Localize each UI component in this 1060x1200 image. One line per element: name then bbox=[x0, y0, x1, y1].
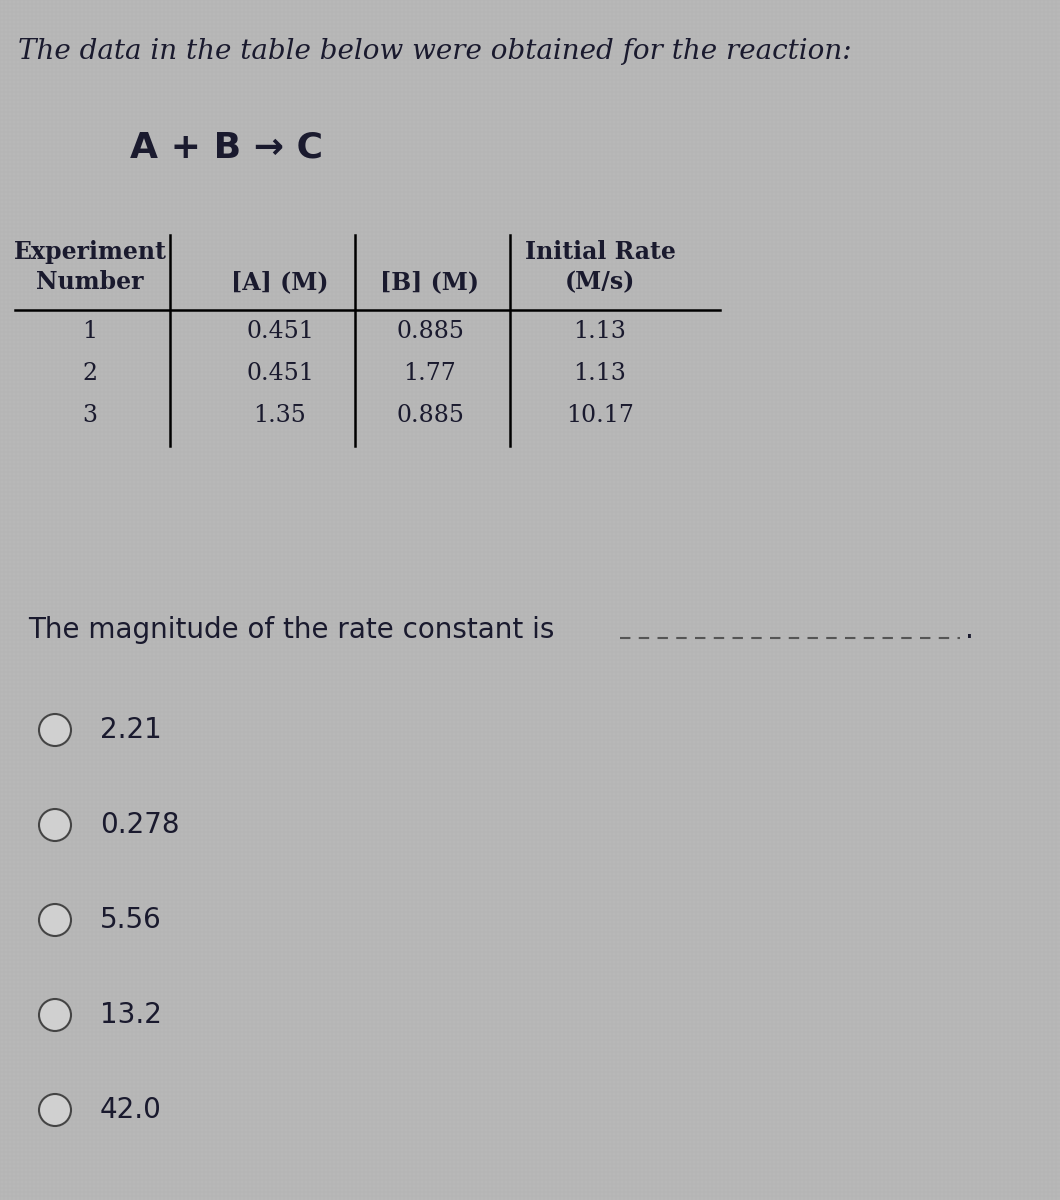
Text: .: . bbox=[965, 616, 974, 644]
Text: Initial Rate: Initial Rate bbox=[525, 240, 675, 264]
Circle shape bbox=[39, 904, 71, 936]
Text: 1.13: 1.13 bbox=[573, 361, 626, 384]
Text: 2.21: 2.21 bbox=[100, 716, 162, 744]
Text: 1: 1 bbox=[83, 319, 98, 342]
Text: The magnitude of the rate constant is: The magnitude of the rate constant is bbox=[28, 616, 554, 644]
Text: 5.56: 5.56 bbox=[100, 906, 162, 934]
Text: 2: 2 bbox=[83, 361, 98, 384]
Text: 0.451: 0.451 bbox=[246, 361, 314, 384]
Circle shape bbox=[39, 1094, 71, 1126]
Text: [B] (M): [B] (M) bbox=[381, 270, 479, 294]
Text: 3: 3 bbox=[83, 403, 98, 426]
Text: 42.0: 42.0 bbox=[100, 1096, 162, 1124]
Text: 10.17: 10.17 bbox=[566, 403, 634, 426]
Circle shape bbox=[39, 714, 71, 746]
Text: 1.77: 1.77 bbox=[404, 361, 457, 384]
Text: Number: Number bbox=[36, 270, 144, 294]
Circle shape bbox=[39, 998, 71, 1031]
Text: 0.885: 0.885 bbox=[396, 403, 464, 426]
Text: A + B → C: A + B → C bbox=[130, 130, 323, 164]
Text: 1.13: 1.13 bbox=[573, 319, 626, 342]
Text: 13.2: 13.2 bbox=[100, 1001, 162, 1028]
Text: [A] (M): [A] (M) bbox=[231, 270, 329, 294]
Text: 0.451: 0.451 bbox=[246, 319, 314, 342]
Circle shape bbox=[39, 809, 71, 841]
Text: 1.35: 1.35 bbox=[253, 403, 306, 426]
Text: (M/s): (M/s) bbox=[565, 270, 635, 294]
Text: 0.885: 0.885 bbox=[396, 319, 464, 342]
Text: The data in the table below were obtained for the reaction:: The data in the table below were obtaine… bbox=[18, 38, 851, 65]
Text: Experiment: Experiment bbox=[14, 240, 166, 264]
Text: 0.278: 0.278 bbox=[100, 811, 179, 839]
